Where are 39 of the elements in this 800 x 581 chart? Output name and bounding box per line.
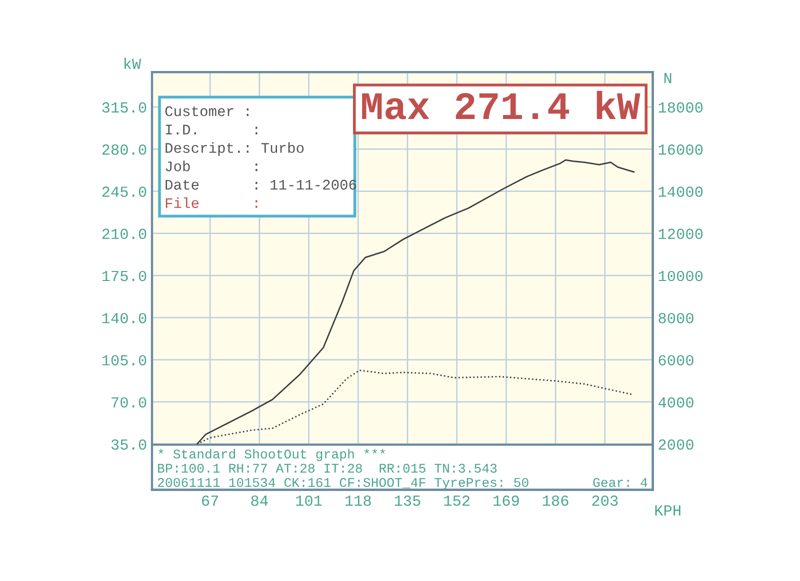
y-axis-title: kW	[124, 58, 142, 69]
annotation: BP:100.1 RH:77 AT:28 IT:28 RR:015 TN:3.543	[158, 464, 497, 473]
x-tick-label: 101	[296, 495, 322, 506]
y-tick-label: 70.0	[112, 397, 146, 408]
annotation: Customer :	[165, 106, 248, 116]
annotation: Descript.: Turbo	[166, 142, 304, 156]
annotation: Job :	[166, 160, 258, 172]
x-tick-label: 203	[592, 495, 618, 506]
y2-tick-label: 4000	[658, 397, 694, 408]
y-tick-label: 210.0	[102, 228, 146, 240]
x-tick-label: 84	[251, 495, 268, 506]
annotation: Max 271.4 kW	[362, 90, 640, 120]
x-tick-label: 169	[494, 495, 519, 506]
y-tick-label: 175.0	[102, 270, 146, 282]
annotation: I.D. :	[166, 124, 258, 134]
y-tick-label: 280.0	[102, 144, 146, 155]
y2-tick-label: 8000	[658, 312, 694, 324]
y-tick-label: 105.0	[102, 355, 146, 366]
y-tick-label: 315.0	[102, 102, 146, 113]
annotation: 20061111 101534 CK:161 CF:SHOOT_4F TyrePres: 50 Gear: 4	[158, 478, 648, 490]
annotation: * Standard ShootOut graph ***	[158, 448, 386, 462]
y2-tick-label: 10000	[658, 270, 703, 282]
y2-tick-label: 14000	[658, 186, 703, 197]
y2-axis-title: N	[664, 73, 672, 84]
y2-tick-label: 2000	[658, 439, 694, 450]
x-tick-label: 118	[345, 495, 371, 506]
y-tick-label: 245.0	[102, 186, 146, 197]
x-tick-label: 152	[444, 495, 470, 506]
y2-tick-label: 6000	[658, 355, 694, 366]
y-tick-label: 140.0	[102, 312, 146, 324]
x-tick-label: 186	[542, 495, 568, 506]
x-axis-title: KPH	[655, 505, 680, 516]
y2-tick-label: 12000	[658, 228, 703, 240]
y-tick-label: 35.0	[111, 439, 146, 450]
x-tick-label: 135	[394, 495, 420, 506]
annotation: File :	[166, 197, 258, 208]
y2-tick-label: 18000	[658, 102, 703, 113]
y2-tick-label: 16000	[658, 144, 703, 155]
x-tick-label: 67	[202, 495, 218, 506]
